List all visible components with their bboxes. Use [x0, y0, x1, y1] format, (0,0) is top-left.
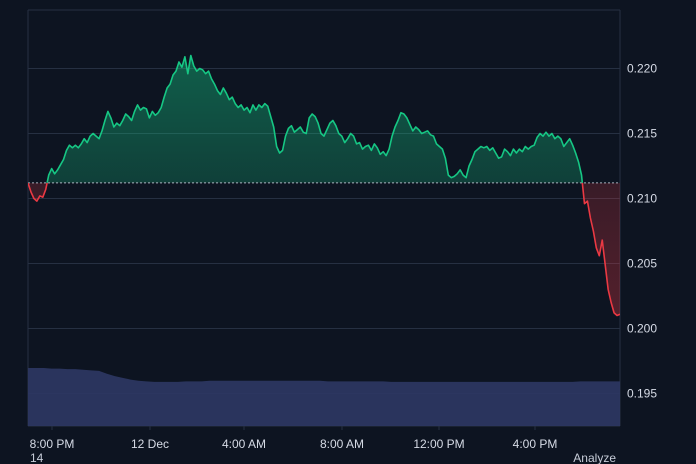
- x-tick-label: 12 Dec: [131, 437, 169, 451]
- y-tick-label: 0.200: [627, 322, 657, 336]
- y-tick-label: 0.205: [627, 257, 657, 271]
- y-tick-label: 0.195: [627, 387, 657, 401]
- price-area-above: [47, 55, 583, 183]
- y-tick-label: 0.220: [627, 62, 657, 76]
- y-tick-label: 0.215: [627, 127, 657, 141]
- x-tick-label: 12:00 PM: [413, 437, 464, 451]
- analyze-link[interactable]: Analyze: [573, 451, 616, 464]
- y-tick-label: 0.210: [627, 192, 657, 206]
- x-tick-label: 8:00 AM: [320, 437, 364, 451]
- price-line-above: [28, 54, 584, 183]
- footer-left-label: 14: [30, 451, 44, 464]
- volume-area: [28, 368, 620, 426]
- x-tick-label: 8:00 PM: [30, 437, 75, 451]
- x-tick-label: 4:00 AM: [222, 437, 266, 451]
- x-tick-label: 4:00 PM: [513, 437, 558, 451]
